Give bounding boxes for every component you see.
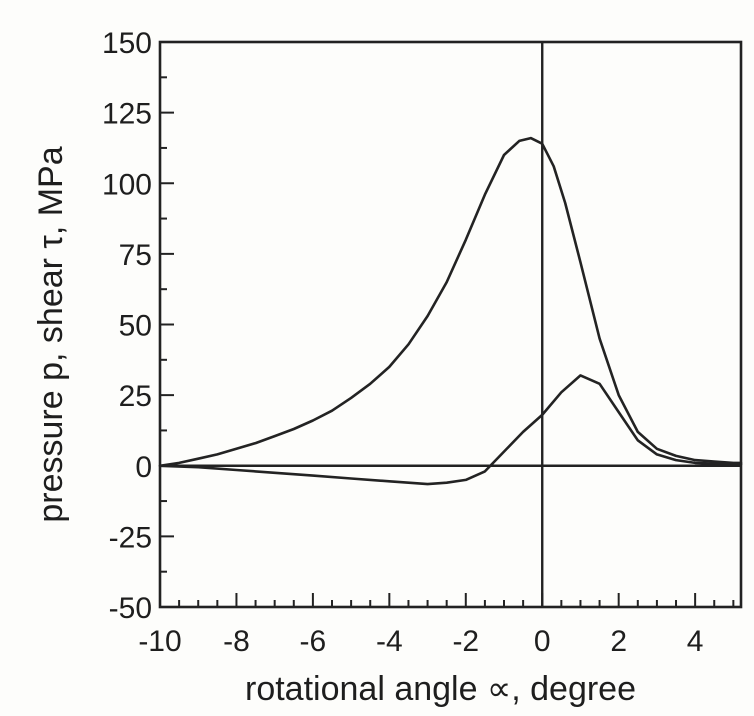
series-group <box>158 136 743 486</box>
series-line-2 <box>158 374 743 486</box>
y-tick-label: -25 <box>109 521 152 554</box>
y-tick-label: 50 <box>119 310 152 343</box>
y-tick-label: -50 <box>109 592 152 625</box>
x-tick-label: -2 <box>452 625 479 658</box>
plot-frame <box>158 40 743 609</box>
x-tick-label: -4 <box>376 625 403 658</box>
y-tick-label: 25 <box>119 380 152 413</box>
minor-ticks <box>160 76 735 607</box>
major-ticks <box>159 41 697 608</box>
x-tick-label: -6 <box>300 625 327 658</box>
y-tick-label: 0 <box>135 451 152 484</box>
x-tick-label: 2 <box>610 625 627 658</box>
x-tick-label: -8 <box>223 625 250 658</box>
x-tick-label: -10 <box>138 625 181 658</box>
x-tick-label: 4 <box>687 625 704 658</box>
tick-labels: -10 -8 -6 -4 -2 0 2 4 -50 -25 0 25 50 75 100 125 150 <box>102 27 704 658</box>
x-axis-title: rotational angle ∝, degree <box>245 670 636 708</box>
y-tick-label: 75 <box>119 239 152 272</box>
x-tick-label: 0 <box>534 625 551 658</box>
reference-lines <box>160 42 741 607</box>
y-tick-label: 125 <box>102 98 152 131</box>
y-tick-label: 150 <box>102 27 152 60</box>
series-line-1 <box>158 136 743 468</box>
y-axis-title: pressure p, shear τ, MPa <box>32 146 70 522</box>
y-tick-label: 100 <box>102 168 152 201</box>
